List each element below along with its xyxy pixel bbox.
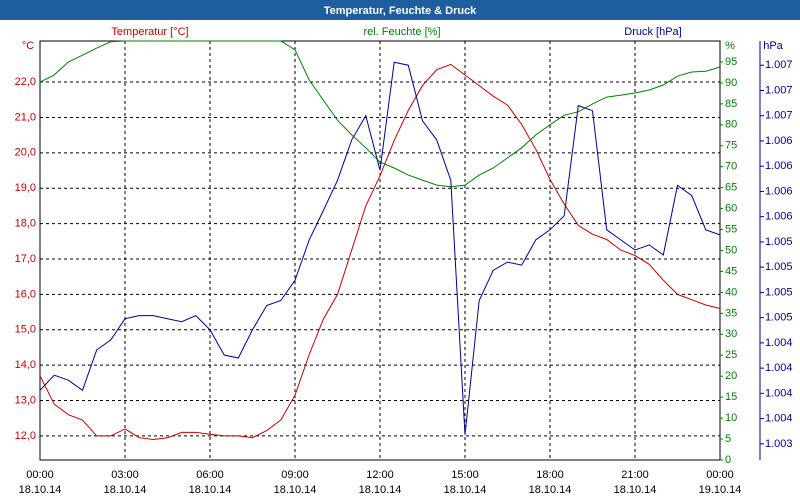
x-tick-date: 18.10.14 <box>19 484 62 496</box>
y-tick-label: 15,0 <box>15 324 36 336</box>
title-bar <box>0 0 800 20</box>
x-tick-date: 19.10.14 <box>699 484 742 496</box>
legend-label: Temperatur [°C] <box>111 26 188 38</box>
y-tick-label: 22,0 <box>15 76 36 88</box>
y2-tick-label: 5 <box>725 433 731 445</box>
chart-title: Temperatur, Feuchte & Druck <box>324 5 477 17</box>
y2-tick-label: 25 <box>725 349 737 361</box>
y3-tick-label: 1.007 <box>765 84 793 96</box>
y3-tick-label: 1.006 <box>765 160 793 172</box>
x-tick-date: 18.10.14 <box>104 484 147 496</box>
x-tick-date: 18.10.14 <box>189 484 232 496</box>
y2-tick-label: 75 <box>725 140 737 152</box>
x-tick-label: 15:00 <box>451 469 479 481</box>
y3-tick-label: 1.005 <box>765 261 793 273</box>
x-tick-label: 09:00 <box>281 469 309 481</box>
y2-tick-label: 20 <box>725 370 737 382</box>
y3-unit: hPa <box>763 40 783 52</box>
y2-tick-label: 10 <box>725 412 737 424</box>
y3-tick-label: 1.004 <box>765 337 793 349</box>
x-tick-date: 18.10.14 <box>359 484 402 496</box>
legend-label: rel. Feuchte [%] <box>363 26 440 38</box>
y2-tick-label: 35 <box>725 307 737 319</box>
series-line <box>39 40 721 188</box>
y3-tick-label: 1.007 <box>765 110 793 122</box>
y3-tick-label: 1.007 <box>765 59 793 71</box>
y3-tick-label: 1.004 <box>765 413 793 425</box>
y2-tick-label: 30 <box>725 328 737 340</box>
x-tick-label: 06:00 <box>196 469 224 481</box>
x-tick-label: 12:00 <box>366 469 394 481</box>
y-tick-label: 17,0 <box>15 253 36 265</box>
x-tick-label: 18:00 <box>536 469 564 481</box>
y3-tick-label: 1.006 <box>765 185 793 197</box>
legend-label: Druck [hPa] <box>624 26 681 38</box>
series-line <box>39 63 721 441</box>
x-tick-label: 21:00 <box>621 469 649 481</box>
y2-tick-label: 55 <box>725 223 737 235</box>
y3-tick-label: 1.004 <box>765 362 793 374</box>
y-tick-label: 18,0 <box>15 218 36 230</box>
y2-tick-label: 95 <box>725 56 737 68</box>
x-tick-date: 18.10.14 <box>444 484 487 496</box>
y2-tick-label: 0 <box>725 454 731 466</box>
x-tick-date: 18.10.14 <box>614 484 657 496</box>
y3-tick-label: 1.005 <box>765 312 793 324</box>
y3-tick-label: 1.003 <box>765 438 793 450</box>
x-tick-label: 03:00 <box>111 469 139 481</box>
x-tick-label: 00:00 <box>26 469 54 481</box>
y2-tick-label: 60 <box>725 203 737 215</box>
y2-tick-label: 65 <box>725 182 737 194</box>
y-tick-label: 13,0 <box>15 394 36 406</box>
y-tick-label: 14,0 <box>15 359 36 371</box>
series-line <box>39 61 721 435</box>
y3-tick-label: 1.006 <box>765 135 793 147</box>
y3-tick-label: 1.005 <box>765 236 793 248</box>
y2-tick-label: 40 <box>725 286 737 298</box>
y2-unit: % <box>725 40 735 52</box>
y-unit: °C <box>22 40 34 52</box>
y-tick-label: 20,0 <box>15 147 36 159</box>
x-tick-date: 18.10.14 <box>529 484 572 496</box>
y2-tick-label: 85 <box>725 98 737 110</box>
x-tick-date: 18.10.14 <box>274 484 317 496</box>
y2-tick-label: 15 <box>725 391 737 403</box>
y-tick-label: 21,0 <box>15 111 36 123</box>
y-tick-label: 16,0 <box>15 288 36 300</box>
y2-tick-label: 90 <box>725 77 737 89</box>
y3-tick-label: 1.004 <box>765 387 793 399</box>
x-tick-label: 00:00 <box>706 469 734 481</box>
y3-tick-label: 1.006 <box>765 211 793 223</box>
y3-tick-label: 1.005 <box>765 286 793 298</box>
y2-tick-label: 45 <box>725 265 737 277</box>
y2-tick-label: 80 <box>725 119 737 131</box>
y-tick-label: 19,0 <box>15 182 36 194</box>
y-tick-label: 12,0 <box>15 430 36 442</box>
y2-tick-label: 50 <box>725 244 737 256</box>
y2-tick-label: 70 <box>725 161 737 173</box>
